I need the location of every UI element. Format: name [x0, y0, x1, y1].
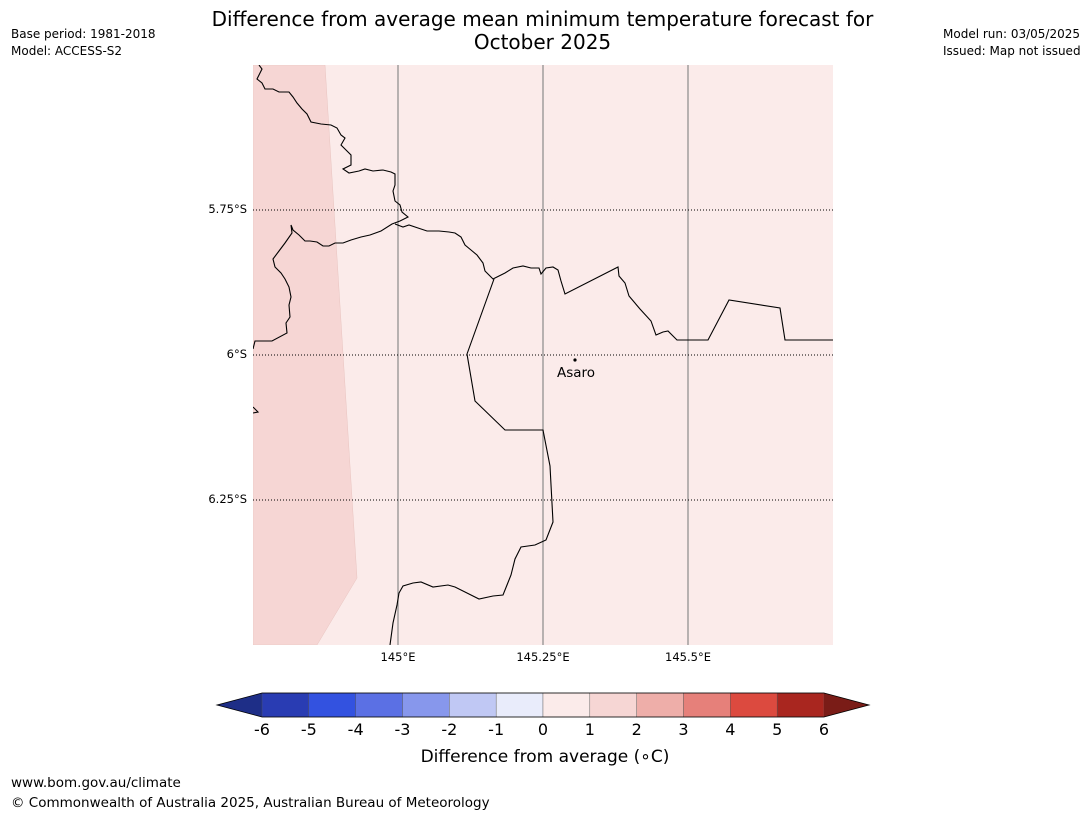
colorbar-tick-label: 4	[725, 720, 736, 739]
colorbar-title: Difference from average (∘C)	[420, 747, 670, 767]
colorbar-tick-label: 2	[631, 720, 642, 739]
colorbar-segment	[730, 692, 778, 718]
lat-label-6-25s: 6.25°S	[208, 492, 247, 506]
colorbar-segment	[449, 692, 497, 718]
colorbar-tick-label: 1	[584, 720, 595, 739]
colorbar-segment	[683, 692, 731, 718]
border-line-southwest	[466, 278, 495, 355]
lon-label-145-25e: 145.25°E	[516, 650, 570, 664]
lat-label-6s: 6°S	[226, 347, 247, 361]
header-left: Base period: 1981-2018 Model: ACCESS-S2	[11, 26, 156, 60]
colorbar-segment	[261, 692, 310, 718]
border-line-east	[394, 223, 833, 341]
border-fragment-west	[253, 406, 260, 414]
colorbar-segment	[308, 692, 356, 718]
colorbar-tick-label: -2	[441, 720, 458, 739]
lon-label-145-5e: 145.5°E	[665, 650, 711, 664]
colorbar-tick-label: -6	[254, 720, 270, 739]
colorbar-tick-label: 5	[772, 720, 783, 739]
colorbar-segment	[776, 692, 825, 718]
colorbar-segments	[261, 692, 825, 718]
model-run-text: Model run: 03/05/2025	[943, 27, 1081, 41]
colorbar-tick-label: -1	[488, 720, 505, 739]
footer-copyright: © Commonwealth of Australia 2025, Austra…	[11, 795, 490, 811]
forecast-map	[253, 65, 833, 645]
base-period-text: Base period: 1981-2018	[11, 27, 156, 41]
border-line-south	[389, 353, 554, 645]
colorbar-arrow-high	[824, 693, 869, 717]
map-title: Difference from average mean minimum tem…	[130, 8, 955, 54]
latitude-gridlines	[253, 209, 833, 501]
colorbar-segment	[402, 692, 450, 718]
issued-text: Issued: Map not issued	[943, 44, 1081, 58]
header-right: Model run: 03/05/2025 Issued: Map not is…	[943, 26, 1081, 60]
model-text: Model: ACCESS-S2	[11, 44, 123, 58]
colorbar-segment	[355, 692, 403, 718]
colorbar-tick-label: 6	[818, 720, 830, 739]
lon-label-145e: 145°E	[380, 650, 416, 664]
colorbar-segment	[495, 692, 544, 718]
boundaries	[253, 65, 833, 645]
title-line-2: October 2025	[473, 30, 612, 54]
colorbar-tick-label: -3	[394, 720, 411, 739]
asaro-location-dot	[573, 358, 577, 362]
colorbar-segment	[636, 692, 684, 718]
border-line-main	[253, 65, 409, 350]
colorbar-segment	[542, 692, 591, 718]
colorbar-outline	[215, 692, 871, 718]
colorbar-segment	[589, 692, 637, 718]
place-label-asaro: Asaro	[557, 365, 596, 381]
lat-label-5-75s: 5.75°S	[208, 202, 247, 216]
colorbar-arrow-low	[217, 693, 262, 717]
colorbar-tick-label: -4	[347, 720, 364, 739]
colorbar-tick-label: -5	[300, 720, 317, 739]
colorbar	[215, 692, 871, 718]
colorbar-tick-label: 3	[678, 720, 689, 739]
title-line-1: Difference from average mean minimum tem…	[211, 7, 874, 31]
footer-url: www.bom.gov.au/climate	[11, 775, 181, 791]
colorbar-tick-label: 0	[537, 720, 549, 739]
